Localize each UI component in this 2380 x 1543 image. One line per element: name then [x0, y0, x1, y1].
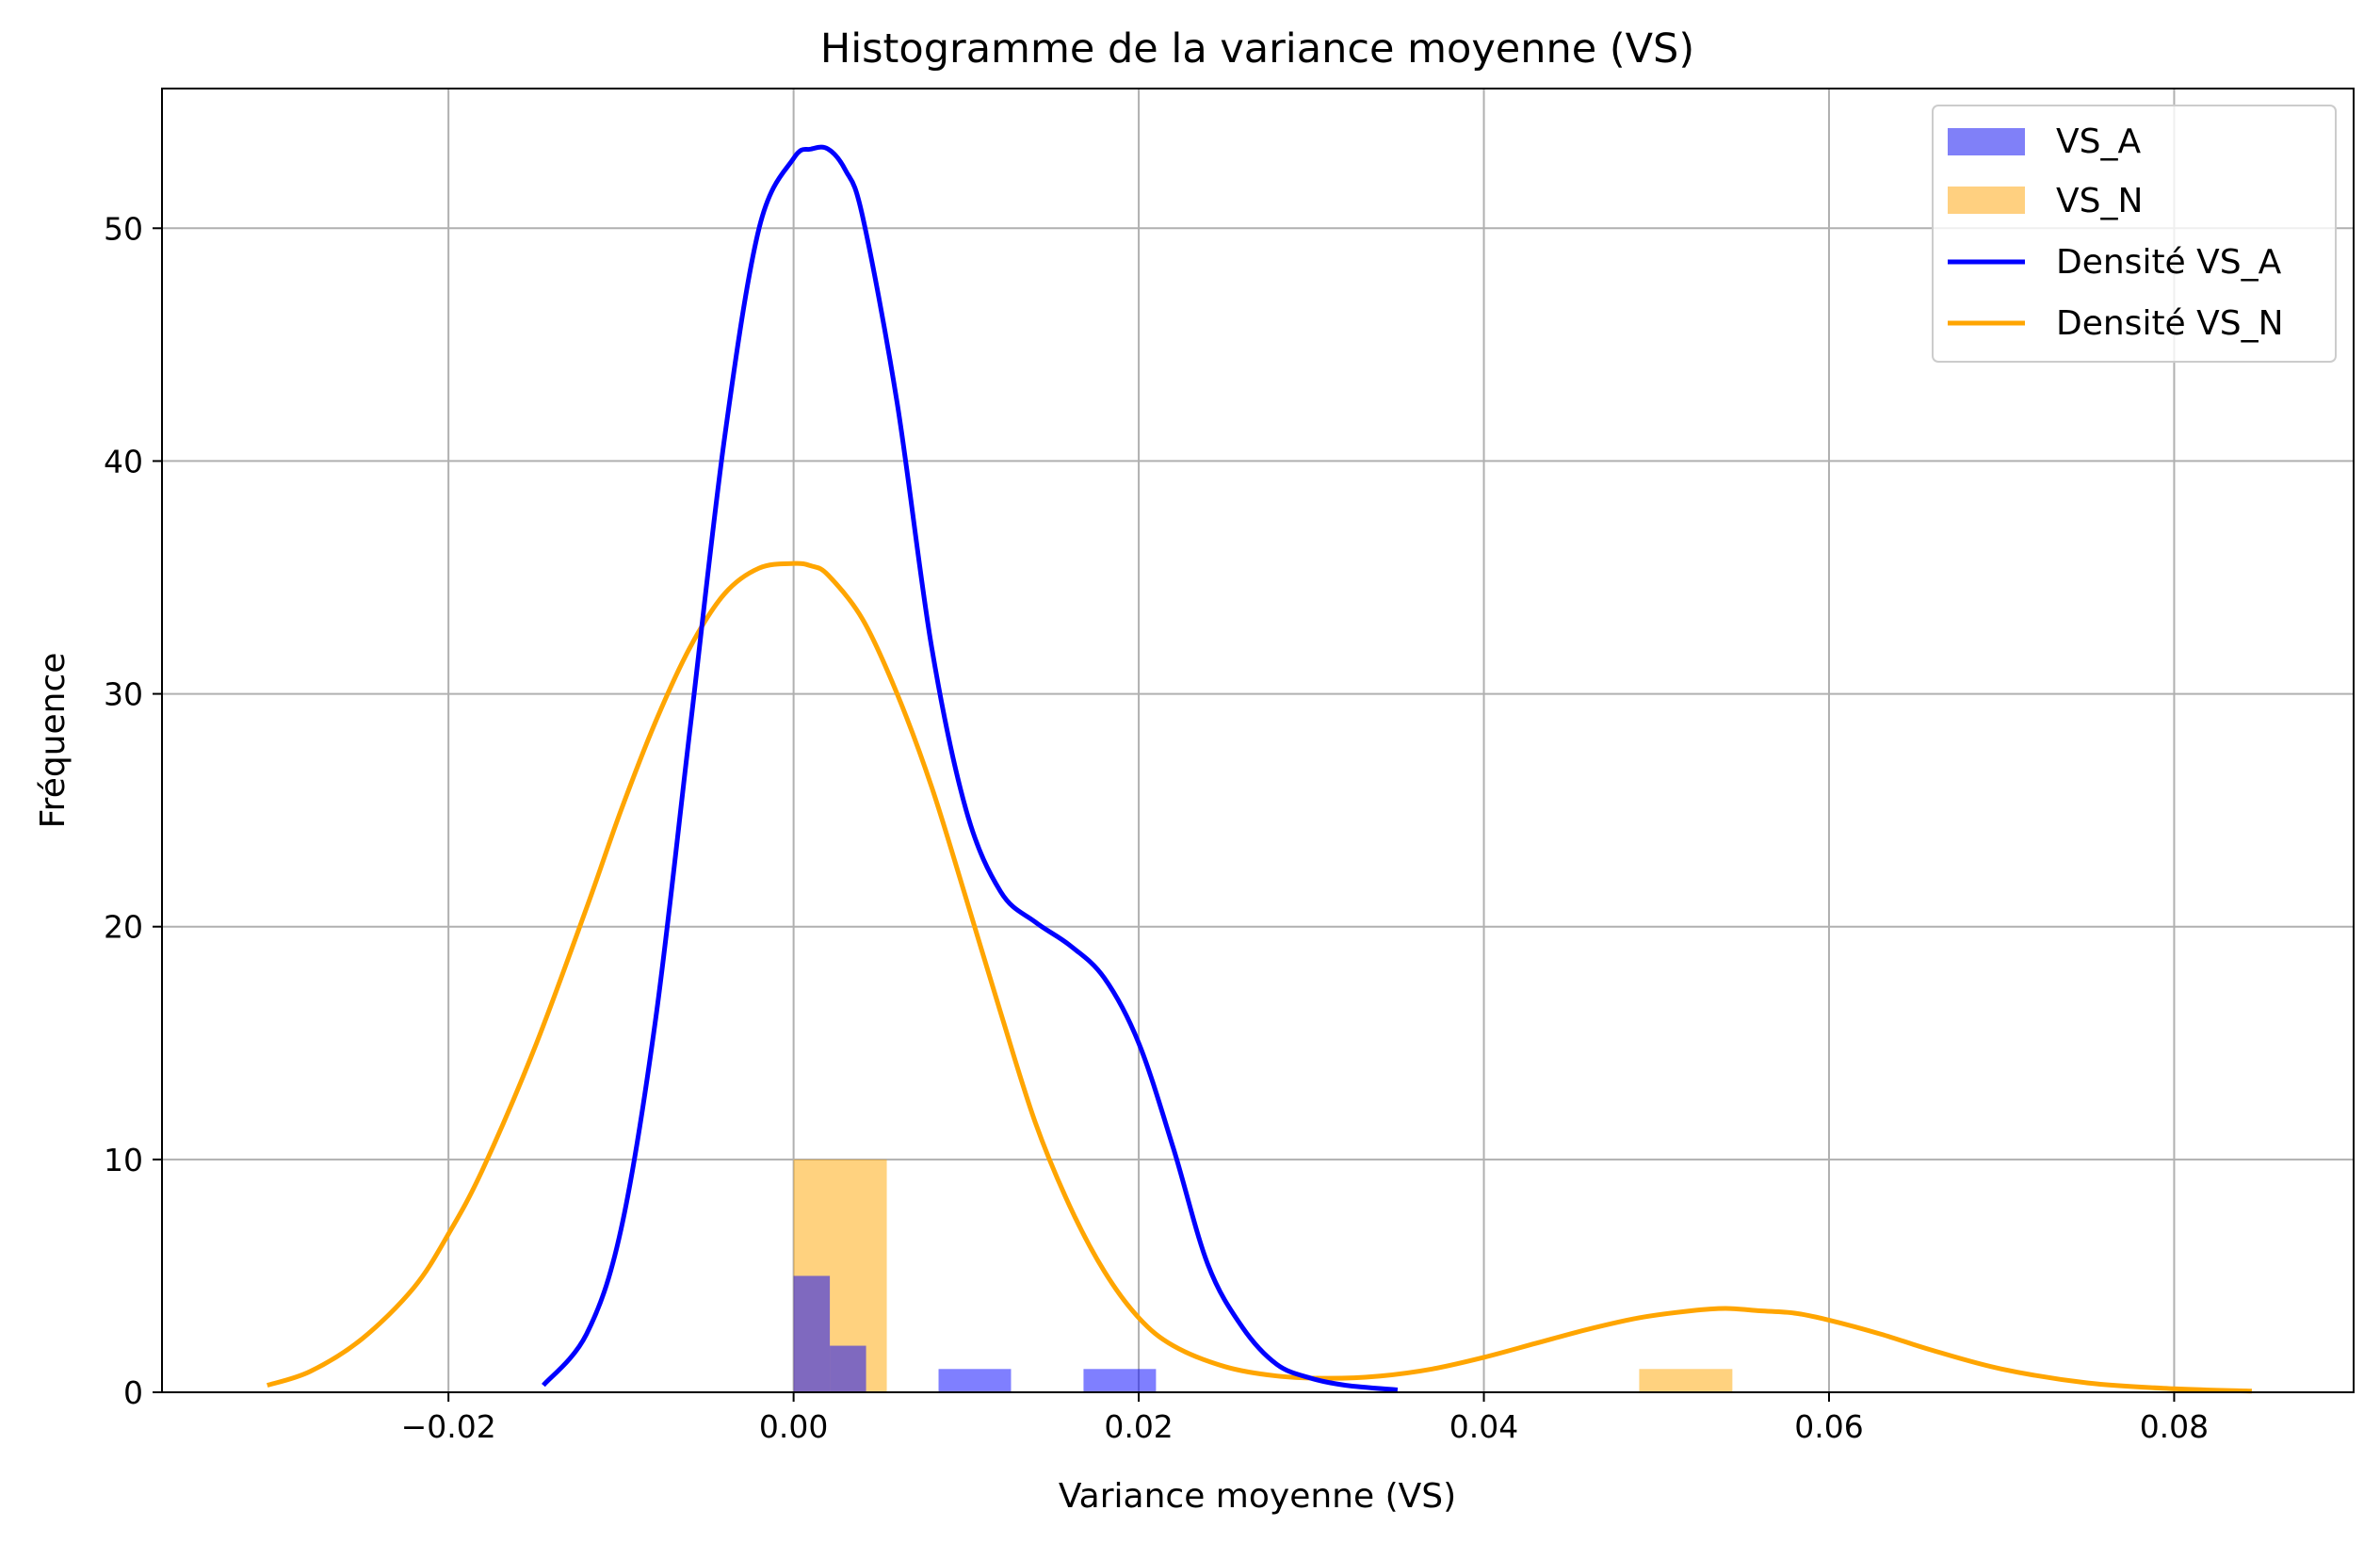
- legend-label-density-vs-n: Densité VS_N: [2056, 304, 2284, 343]
- y-tick-label: 50: [104, 210, 143, 247]
- density-line-vs-n: [266, 560, 2252, 1394]
- bar-vs-a: [938, 1369, 1012, 1392]
- y-axis-label: Fréquence: [34, 653, 73, 829]
- bar-vs-a: [1083, 1369, 1157, 1392]
- axis-ticks: −0.02 0.00 0.02 0.04 0.06 0.08 0 10 20 30 40 50: [104, 210, 2209, 1445]
- density-line-vs-a: [542, 144, 1399, 1393]
- x-tick-label: 0.00: [759, 1408, 828, 1445]
- x-axis-label: Variance moyenne (VS): [1059, 1477, 1456, 1516]
- x-tick-label: 0.08: [2140, 1408, 2209, 1445]
- x-tick-label: −0.02: [401, 1408, 496, 1445]
- plot-frame: [161, 88, 2355, 1393]
- legend: VS_A VS_N Densité VS_A Densité VS_N: [1932, 105, 2337, 363]
- y-tick-label: 30: [104, 676, 143, 713]
- x-tick-label: 0.02: [1104, 1408, 1173, 1445]
- legend-swatch-vs-n: [1948, 187, 2025, 214]
- legend-box: [1932, 105, 2337, 363]
- legend-label-vs-a: VS_A: [2056, 122, 2141, 161]
- y-tick-label: 0: [123, 1374, 143, 1411]
- x-tick-label: 0.04: [1449, 1408, 1518, 1445]
- y-tick-label: 20: [104, 909, 143, 946]
- density-lines: [266, 144, 2252, 1394]
- legend-label-vs-n: VS_N: [2056, 182, 2143, 220]
- legend-swatch-vs-a: [1948, 128, 2025, 155]
- histogram-bars: [793, 1159, 1733, 1392]
- bar-vs-n: [1639, 1369, 1733, 1392]
- bar-vs-a: [793, 1275, 831, 1392]
- x-tick-label: 0.06: [1794, 1408, 1863, 1445]
- y-tick-label: 10: [104, 1142, 143, 1178]
- chart-title: Histogramme de la variance moyenne (VS): [820, 25, 1694, 73]
- legend-label-density-vs-a: Densité VS_A: [2056, 243, 2282, 282]
- y-tick-label: 40: [104, 443, 143, 479]
- bar-vs-a: [830, 1345, 866, 1392]
